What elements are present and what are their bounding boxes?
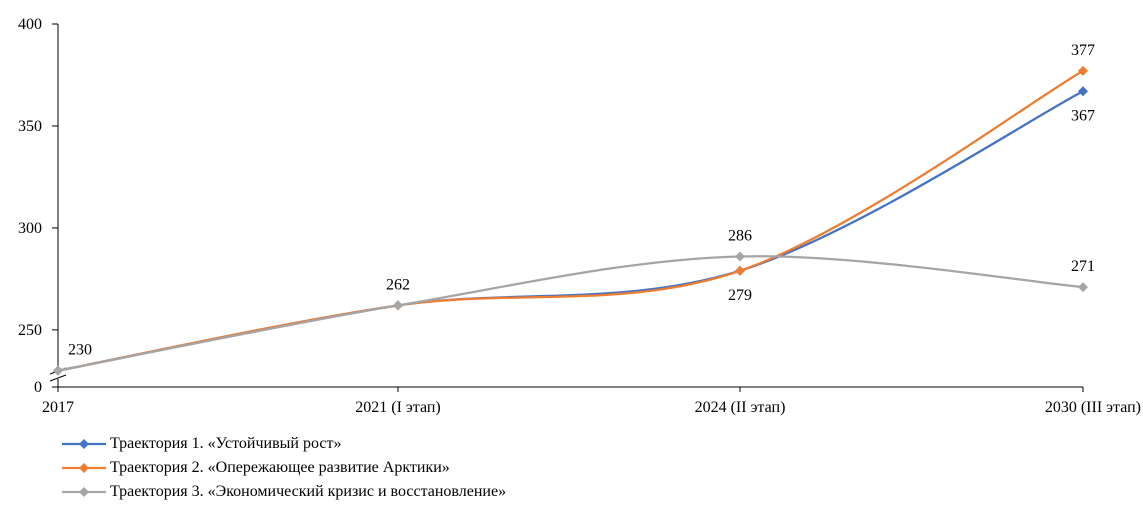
series-2-marker [1078, 65, 1088, 76]
y-tick-label-zero: 0 [34, 379, 42, 396]
series-3-marker [393, 300, 403, 311]
data-label: 271 [1071, 258, 1095, 275]
data-label: 286 [728, 227, 752, 244]
legend-item: Траектория 1. «Устойчивый рост» [62, 432, 506, 456]
y-tick-label: 350 [18, 118, 42, 135]
legend-swatch-icon [62, 439, 106, 449]
data-label: 230 [68, 342, 92, 359]
legend-label: Траектория 3. «Экономический кризис и во… [110, 483, 507, 500]
y-tick-label: 250 [18, 322, 42, 339]
legend-item: Траектория 2. «Опережающее развитие Аркт… [62, 456, 506, 480]
series-line-1 [57, 90, 1084, 372]
x-tick-label: 2017 [42, 399, 74, 416]
data-label: 279 [728, 287, 752, 304]
legend-label: Траектория 2. «Опережающее развитие Аркт… [110, 459, 450, 476]
legend-swatch-icon [62, 463, 106, 473]
series-line-3 [57, 255, 1084, 372]
series-3-marker [53, 365, 63, 376]
data-label: 367 [1071, 107, 1095, 124]
series-line-2 [57, 69, 1084, 372]
legend-swatch-icon [62, 487, 106, 497]
legend: Траектория 1. «Устойчивый рост» Траектори… [62, 432, 506, 504]
legend-label: Траектория 1. «Устойчивый рост» [110, 435, 342, 452]
legend-item: Траектория 3. «Экономический кризис и во… [62, 480, 506, 504]
data-label: 377 [1071, 42, 1095, 59]
series-3-marker [1078, 282, 1088, 293]
series-2-marker [735, 265, 745, 276]
series-layer [53, 65, 1088, 376]
legend-swatch-marker [79, 463, 89, 473]
data-labels: 230 262 286 279 377 367 271 [68, 42, 1095, 359]
y-tick-label: 400 [18, 16, 42, 33]
x-tick-label: 2024 (II этап) [695, 399, 786, 416]
x-tick-label: 2030 (III этап) [1045, 399, 1141, 416]
y-tick-label: 300 [18, 220, 42, 237]
series-3-marker [735, 251, 745, 262]
data-label: 262 [386, 276, 410, 293]
legend-swatch-marker [79, 439, 89, 449]
axis-break-stroke [49, 374, 67, 382]
series-1-marker [1078, 86, 1088, 97]
legend-swatch-marker [79, 487, 89, 497]
x-tick-label: 2021 (I этап) [355, 399, 441, 416]
